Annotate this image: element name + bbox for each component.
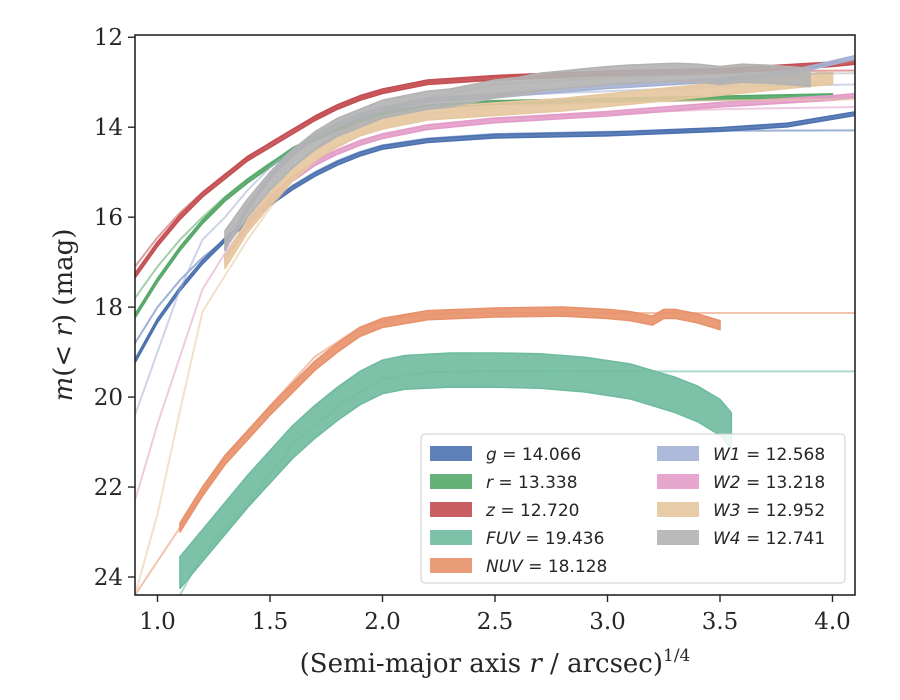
y-tick-label: 18 bbox=[94, 295, 123, 321]
legend-swatch bbox=[657, 530, 699, 545]
legend-label: g = 14.066 bbox=[486, 445, 581, 465]
legend-item-z: z = 12.720 bbox=[430, 501, 579, 521]
legend-item-W2: W2 = 13.218 bbox=[657, 473, 825, 493]
series-layer bbox=[135, 54, 855, 595]
series-W2-data-band bbox=[224, 92, 855, 261]
x-tick-label: 2.0 bbox=[364, 609, 401, 635]
legend-swatch bbox=[430, 558, 472, 573]
series-z-data-band bbox=[135, 58, 855, 279]
x-tick-label: 2.5 bbox=[477, 609, 514, 635]
legend-label: W4 = 12.741 bbox=[713, 529, 825, 549]
legend: g = 14.066 r = 13.338 z = 12.720 FUV = 19.4… bbox=[420, 433, 846, 584]
legend-item-W1: W1 = 12.568 bbox=[657, 445, 825, 465]
legend-label: NUV = 18.128 bbox=[486, 557, 607, 577]
legend-item-g: g = 14.066 bbox=[430, 445, 581, 465]
y-tick-label: 24 bbox=[94, 565, 123, 591]
legend-label: W3 = 12.952 bbox=[713, 501, 825, 521]
x-tick-label: 4.0 bbox=[814, 609, 851, 635]
legend-label: r = 13.338 bbox=[486, 473, 578, 493]
legend-swatch bbox=[657, 502, 699, 517]
series-NUV bbox=[135, 306, 855, 595]
legend-swatch bbox=[430, 530, 472, 545]
legend-swatch bbox=[430, 446, 472, 461]
y-tick-label: 20 bbox=[94, 385, 123, 411]
legend-item-NUV: NUV = 18.128 bbox=[430, 557, 607, 577]
legend-label: W1 = 12.568 bbox=[713, 445, 825, 465]
y-axis-title: m(< r) (mag) bbox=[49, 229, 79, 402]
x-tick-label: 1.0 bbox=[139, 609, 176, 635]
y-ticks: 12 14 16 18 20 22 24 bbox=[94, 25, 135, 591]
legend-box bbox=[420, 433, 846, 584]
legend-item-FUV: FUV = 19.436 bbox=[430, 529, 604, 549]
x-ticks: 1.0 1.5 2.0 2.5 3.0 3.5 4.0 bbox=[139, 595, 851, 635]
y-tick-label: 22 bbox=[94, 475, 123, 501]
legend-swatch bbox=[430, 502, 472, 517]
series-W4-data-band bbox=[224, 62, 811, 250]
series-NUV-data-band bbox=[179, 306, 721, 533]
y-tick-label: 14 bbox=[94, 115, 123, 141]
x-tick-label: 1.5 bbox=[252, 609, 289, 635]
x-axis-title: (Semi-major axis r / arcsec)1/4 bbox=[300, 646, 691, 679]
y-tick-label: 12 bbox=[94, 25, 123, 51]
legend-item-r: r = 13.338 bbox=[430, 473, 578, 493]
legend-label: FUV = 19.436 bbox=[486, 529, 604, 549]
legend-swatch bbox=[657, 474, 699, 489]
legend-swatch bbox=[657, 446, 699, 461]
y-tick-label: 16 bbox=[94, 205, 123, 231]
legend-item-W3: W3 = 12.952 bbox=[657, 501, 825, 521]
legend-item-W4: W4 = 12.741 bbox=[657, 529, 825, 549]
series-W4 bbox=[224, 62, 855, 250]
x-tick-label: 3.0 bbox=[589, 609, 626, 635]
legend-label: z = 12.720 bbox=[485, 501, 579, 521]
legend-label: W2 = 13.218 bbox=[713, 473, 825, 493]
x-tick-label: 3.5 bbox=[702, 609, 739, 635]
legend-swatch bbox=[430, 474, 472, 489]
